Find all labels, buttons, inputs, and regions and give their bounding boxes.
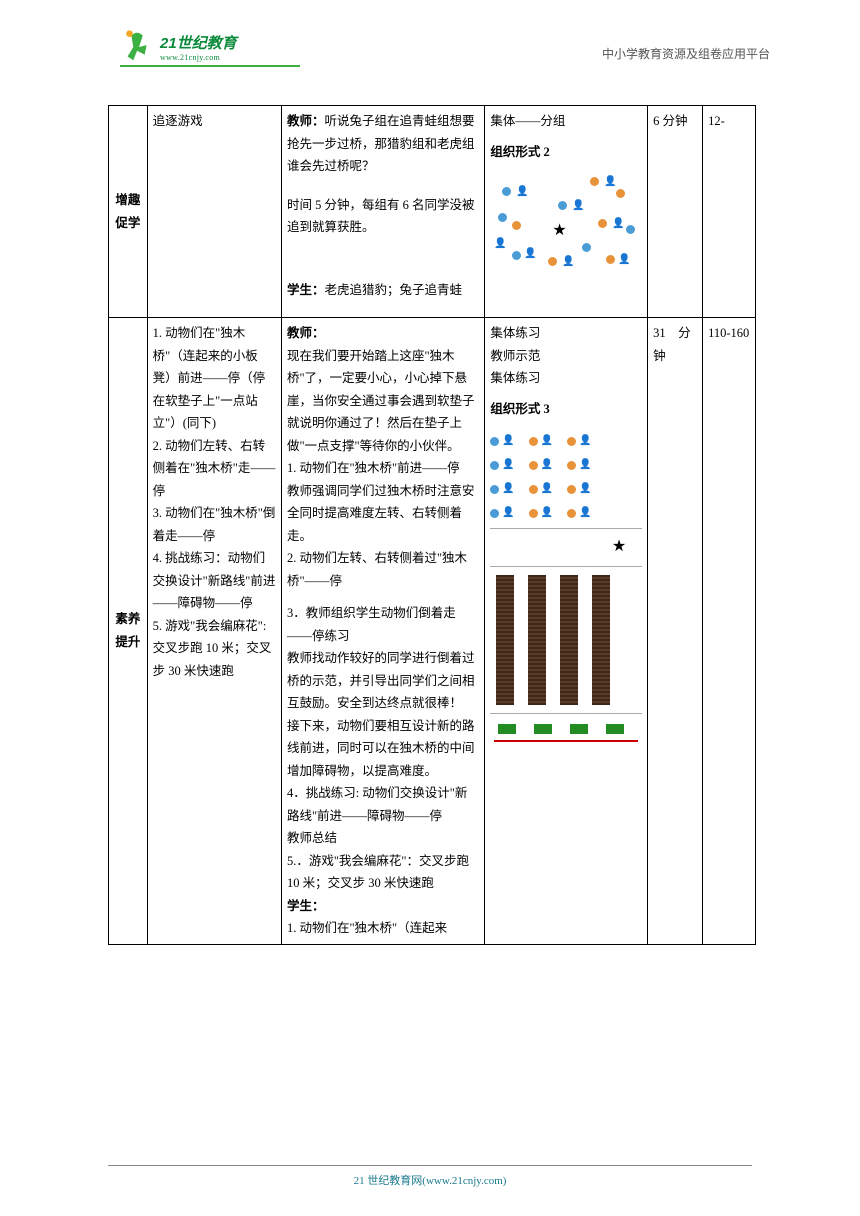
table-row: 素养提升 1. 动物们在"独木桥"（连起来的小板凳）前进——停（停在软垫子上"一… bbox=[109, 318, 756, 945]
lesson-table: 增趣促学 追逐游戏 教师：听说兔子组在追青蛙组想要抢先一步过桥，那猎豹组和老虎组… bbox=[108, 105, 756, 945]
header-divider bbox=[120, 65, 300, 67]
row-label: 增趣促学 bbox=[109, 106, 148, 318]
organization: 集体练习 教师示范 集体练习 组织形式 3 👤👤👤 👤👤👤 👤👤👤 👤👤👤 ★ bbox=[485, 318, 648, 945]
formation-diagram-2: 👤 👤 👤 👤 👤 ★ 👤 👤 👤 bbox=[490, 169, 642, 309]
intensity-cell: 110-160 bbox=[703, 318, 756, 945]
teacher-student: 教师： 现在我们要开始踏上这座"独木桥"了，一定要小心，小心掉下悬崖，当你安全通… bbox=[281, 318, 484, 945]
finish-line bbox=[494, 740, 638, 742]
page-footer: 21 世纪教育网(www.21cnjy.com) bbox=[0, 1165, 860, 1188]
teacher-label: 教师： bbox=[287, 114, 325, 128]
teacher-student: 教师：听说兔子组在追青蛙组想要抢先一步过桥，那猎豹组和老虎组谁会先过桥呢？ 时间… bbox=[281, 106, 484, 318]
logo-url: www.21cnjy.com bbox=[160, 53, 237, 62]
page-header: 21世纪教育 www.21cnjy.com 中小学教育资源及组卷应用平台 bbox=[0, 0, 860, 85]
time-cell: 31 分钟 bbox=[648, 318, 703, 945]
logo-title: 21世纪教育 bbox=[160, 32, 237, 53]
activity-content: 1. 动物们在"独木桥"（连起来的小板凳）前进——停（停在软垫子上"一点站立"）… bbox=[147, 318, 281, 945]
star-icon: ★ bbox=[552, 217, 566, 246]
time-cell: 6 分钟 bbox=[648, 106, 703, 318]
row-label: 素养提升 bbox=[109, 318, 148, 945]
logo: 21世纪教育 www.21cnjy.com bbox=[120, 28, 237, 66]
star-icon: ★ bbox=[612, 538, 626, 555]
intensity-cell: 12- bbox=[703, 106, 756, 318]
student-label: 学生： bbox=[287, 283, 325, 297]
header-subtitle: 中小学教育资源及组卷应用平台 bbox=[602, 45, 770, 62]
table-row: 增趣促学 追逐游戏 教师：听说兔子组在追青蛙组想要抢先一步过桥，那猎豹组和老虎组… bbox=[109, 106, 756, 318]
runner-icon bbox=[120, 28, 158, 66]
wood-bars bbox=[496, 575, 642, 705]
formation-diagram-3: 👤👤👤 👤👤👤 👤👤👤 👤👤👤 ★ bbox=[490, 426, 642, 742]
activity-content: 追逐游戏 bbox=[147, 106, 281, 318]
organization: 集体——分组 组织形式 2 👤 👤 👤 👤 👤 ★ 👤 bbox=[485, 106, 648, 318]
green-markers bbox=[498, 724, 642, 734]
